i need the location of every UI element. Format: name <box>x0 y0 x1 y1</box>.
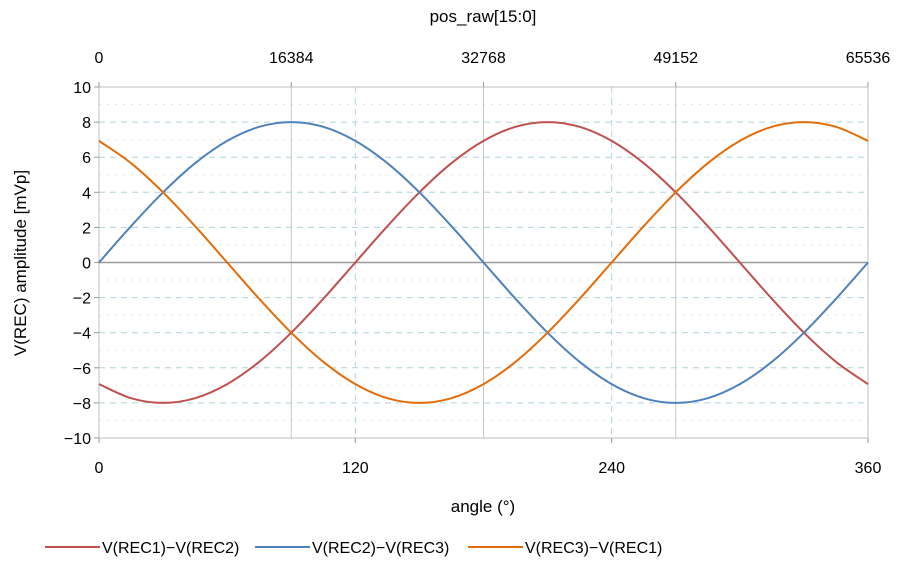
x2-tick-label: 49152 <box>654 50 699 67</box>
x-tick-label: 360 <box>855 460 882 477</box>
series-line-3 <box>98 121 869 404</box>
x-axis-title: angle (°) <box>451 497 515 516</box>
y-tick-label: −8 <box>73 396 91 413</box>
series-line-1 <box>98 121 869 404</box>
x-tick-label: 0 <box>95 460 104 477</box>
y-tick-label: 2 <box>82 220 91 237</box>
x2-tick-label: 32768 <box>461 50 506 67</box>
tick-labels: 0 120 240 360 0 16384 32768 49152 65536 10 8 6 4 2 0 −2… <box>64 50 890 477</box>
x2-tick-label: 16384 <box>269 50 314 67</box>
plot-frame <box>94 82 869 443</box>
legend-label-1: V(REC1)−V(REC2) <box>102 540 239 557</box>
y-tick-label: 4 <box>82 185 91 202</box>
x-tick-label: 240 <box>598 460 625 477</box>
x2-axis-title: pos_raw[15:0] <box>430 7 537 26</box>
y-tick-label: 0 <box>82 256 91 273</box>
y-tick-label: 6 <box>82 150 91 167</box>
y-tick-label: 10 <box>73 80 91 97</box>
x2-tick-label: 65536 <box>846 50 891 67</box>
series-line-2 <box>98 121 869 404</box>
x2-tick-label: 0 <box>95 50 104 67</box>
grid <box>99 87 868 438</box>
y-axis-title: V(REC) amplitude [mVp] <box>11 170 30 356</box>
legend: V(REC1)−V(REC2) V(REC2)−V(REC3) V(REC3)−V(… <box>45 540 662 557</box>
legend-label-2: V(REC2)−V(REC3) <box>312 540 449 557</box>
y-tick-label: −10 <box>64 431 91 448</box>
series-group <box>98 121 869 404</box>
y-tick-label: −2 <box>73 291 91 308</box>
y-tick-label: 8 <box>82 115 91 132</box>
legend-label-3: V(REC3)−V(REC1) <box>525 540 662 557</box>
y-tick-label: −4 <box>73 326 91 343</box>
x-tick-label: 120 <box>342 460 369 477</box>
y-tick-label: −6 <box>73 361 91 378</box>
